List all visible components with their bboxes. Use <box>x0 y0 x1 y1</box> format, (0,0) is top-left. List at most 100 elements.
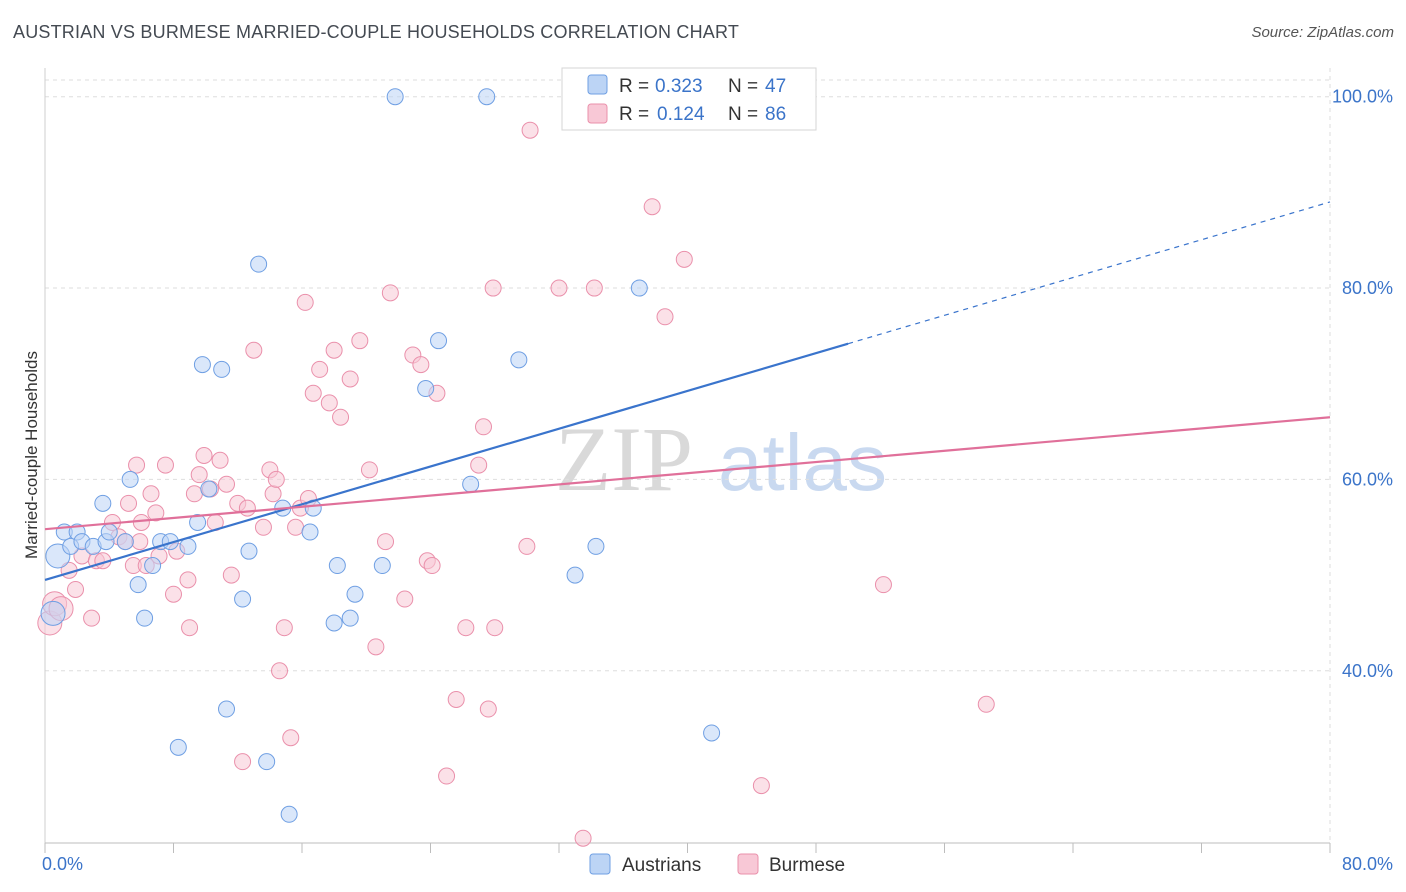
burmese-point <box>643 198 661 216</box>
austrians-point <box>240 542 258 560</box>
burmese-point <box>222 566 240 584</box>
austrians-points <box>40 88 721 823</box>
stats-legend: R = 0.323 N = 47 R = 0.124 N = 86 <box>561 67 817 131</box>
chart-title: AUSTRIAN VS BURMESE MARRIED-COUPLE HOUSE… <box>13 22 740 42</box>
burmese-point <box>165 585 182 603</box>
austrians-point <box>129 576 147 594</box>
austrians-point <box>587 537 605 555</box>
burmese-point <box>245 341 263 359</box>
y-tick-label: 60.0% <box>1342 469 1393 489</box>
legend-r-label-burmese: R = <box>619 104 649 125</box>
austrians-point <box>325 614 343 632</box>
burmese-point <box>341 370 359 388</box>
burmese-point <box>977 695 995 713</box>
austrians-point <box>200 480 218 498</box>
burmese-point <box>325 341 343 359</box>
legend-r-value-austrians: 0.323 <box>655 76 703 97</box>
burmese-point <box>396 590 414 608</box>
x-tick-label: 80.0% <box>1342 854 1393 874</box>
burmese-point <box>381 284 399 302</box>
burmese-point <box>254 518 272 536</box>
burmese-point <box>351 332 369 350</box>
legend-n-value-austrians: 47 <box>765 76 786 97</box>
austrians-point <box>328 557 346 575</box>
austrians-point <box>189 513 207 531</box>
burmese-point <box>218 475 236 493</box>
legend-swatch-burmese <box>587 103 608 124</box>
burmese-point <box>320 394 338 412</box>
burmese-point <box>142 485 160 503</box>
austrians-trend-line <box>44 342 849 581</box>
burmese-point <box>412 356 430 374</box>
y-axis-label: Married-couple Households <box>22 351 41 559</box>
x-tick-label: 0.0% <box>42 854 83 874</box>
burmese-point <box>296 293 314 311</box>
austrians-point <box>630 279 648 297</box>
austrians-point <box>94 494 112 512</box>
austrians-point <box>510 351 528 369</box>
tick-labels: 40.0% 60.0% 80.0% 100.0% 0.0% 80.0% <box>42 87 1393 874</box>
burmese-point <box>518 537 536 555</box>
austrians-point <box>703 724 721 742</box>
burmese-point <box>120 494 138 512</box>
burmese-point <box>282 729 300 747</box>
burmese-point <box>132 513 150 531</box>
burmese-point <box>360 461 378 479</box>
burmese-point <box>521 121 539 139</box>
burmese-point <box>470 456 488 474</box>
series-legend: Austrians Burmese <box>589 853 845 876</box>
series-legend-label-austrians: Austrians <box>622 855 701 876</box>
source-credit: Source: ZipAtlas.com <box>1251 24 1394 41</box>
burmese-point <box>234 753 252 771</box>
austrians-point <box>40 600 66 626</box>
burmese-point <box>367 638 385 656</box>
austrians-point <box>478 88 496 106</box>
burmese-point <box>484 279 502 297</box>
legend-n-value-burmese: 86 <box>765 104 786 125</box>
burmese-point <box>585 279 603 297</box>
austrians-point <box>100 523 118 541</box>
burmese-point <box>332 408 350 426</box>
austrians-point <box>417 380 435 398</box>
austrians-point <box>136 609 154 627</box>
austrians-point <box>116 533 134 551</box>
burmese-point <box>550 279 568 297</box>
burmese-point <box>128 456 146 474</box>
burmese-point <box>156 456 174 474</box>
trend-lines <box>44 201 1331 581</box>
burmese-point <box>479 700 497 718</box>
austrians-point <box>250 255 268 273</box>
burmese-point <box>181 619 199 637</box>
austrians-point <box>121 470 139 488</box>
y-tick-label: 100.0% <box>1332 87 1393 107</box>
austrians-point <box>213 360 231 378</box>
burmese-point <box>67 580 85 598</box>
austrians-point <box>179 537 197 555</box>
austrians-point <box>373 557 391 575</box>
burmese-point <box>271 662 289 680</box>
burmese-point <box>275 619 293 637</box>
austrians-point <box>301 523 319 541</box>
burmese-point <box>190 466 208 484</box>
series-legend-swatch-austrians <box>589 853 611 875</box>
y-tick-label: 40.0% <box>1342 661 1393 681</box>
burmese-point <box>179 571 197 589</box>
burmese-point <box>131 533 149 551</box>
austrians-point <box>280 805 298 823</box>
legend-r-label-austrians: R = <box>619 76 649 97</box>
austrians-point <box>144 557 162 575</box>
burmese-point <box>238 499 256 517</box>
axes <box>44 68 1331 853</box>
legend-n-label-austrians: N = <box>728 76 758 97</box>
burmese-point <box>752 777 770 795</box>
legend-r-value-burmese: 0.124 <box>657 104 705 125</box>
series-legend-swatch-burmese <box>737 853 759 875</box>
burmese-point <box>311 360 329 378</box>
burmese-point <box>475 418 493 436</box>
austrians-point <box>566 566 584 584</box>
austrians-point <box>462 475 480 493</box>
burmese-point <box>656 308 674 326</box>
burmese-point <box>457 619 475 637</box>
burmese-point <box>377 533 395 551</box>
